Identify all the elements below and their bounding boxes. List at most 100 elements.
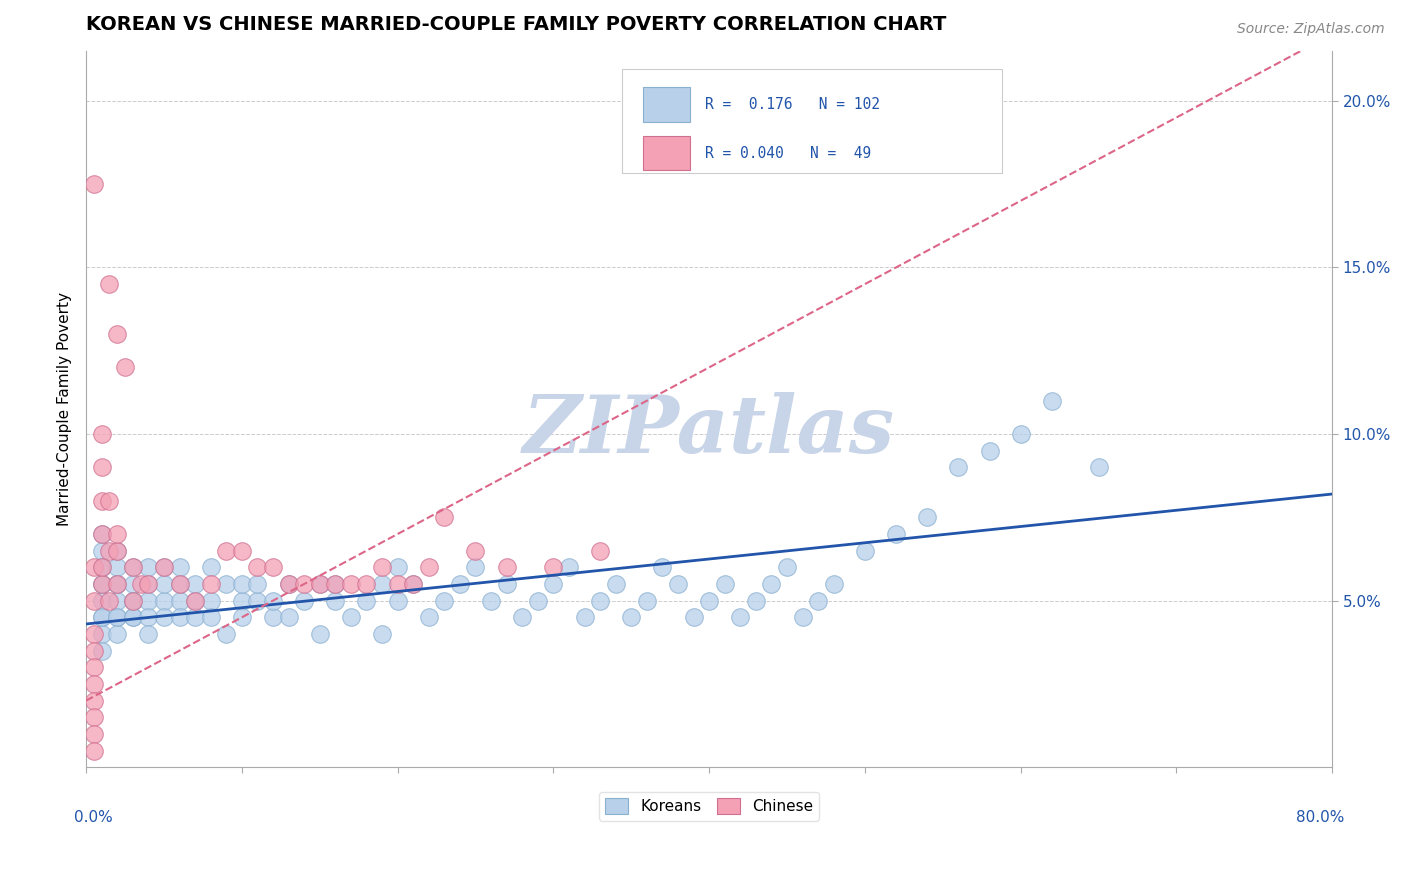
Bar [643, 87, 690, 122]
Point [83, 593, 105, 607]
Point [105, 577, 128, 591]
Point [292, 577, 315, 591]
Point [526, 593, 548, 607]
Point [246, 593, 269, 607]
Point [262, 560, 284, 574]
Point [262, 610, 284, 624]
Point [90, 610, 112, 624]
Point [277, 577, 299, 591]
Point [387, 577, 409, 591]
Point [153, 560, 176, 574]
Point [138, 610, 160, 624]
Point [90, 577, 112, 591]
Point [948, 460, 970, 475]
Point [215, 577, 238, 591]
Point [340, 577, 363, 591]
Point [121, 610, 143, 624]
Point [169, 593, 191, 607]
Point [215, 543, 238, 558]
Point [83, 177, 105, 191]
Point [558, 560, 581, 574]
Point [574, 610, 596, 624]
Point [83, 677, 105, 691]
Point [371, 627, 394, 641]
Point [246, 577, 269, 591]
Point [184, 610, 207, 624]
Point [90, 627, 112, 641]
Point [262, 593, 284, 607]
Point [138, 593, 160, 607]
Text: KOREAN VS CHINESE MARRIED-COUPLE FAMILY POVERTY CORRELATION CHART: KOREAN VS CHINESE MARRIED-COUPLE FAMILY … [86, 15, 946, 34]
Point [90, 560, 112, 574]
Point [153, 610, 176, 624]
Point [121, 577, 143, 591]
Point [98, 277, 121, 291]
Point [308, 577, 330, 591]
Point [308, 577, 330, 591]
Point [761, 577, 783, 591]
Point [807, 593, 830, 607]
Point [153, 560, 176, 574]
Point [356, 577, 378, 591]
Point [90, 543, 112, 558]
Text: ZIPatlas: ZIPatlas [523, 392, 896, 469]
Point [105, 577, 128, 591]
Point [589, 543, 612, 558]
Point [169, 560, 191, 574]
Point [121, 610, 143, 624]
Point [387, 593, 409, 607]
Point [323, 593, 346, 607]
Point [90, 577, 112, 591]
Point [713, 577, 735, 591]
Point [90, 527, 112, 541]
Point [105, 610, 128, 624]
Point [121, 560, 143, 574]
Point [83, 643, 105, 657]
Point [90, 577, 112, 591]
Point [231, 593, 253, 607]
Text: R =  0.176   N = 102: R = 0.176 N = 102 [706, 97, 880, 112]
Point [98, 493, 121, 508]
Point [636, 593, 658, 607]
Point [121, 593, 143, 607]
Point [105, 327, 128, 342]
Point [433, 510, 456, 524]
Point [129, 577, 152, 591]
Point [666, 577, 689, 591]
Point [371, 560, 394, 574]
Point [114, 360, 136, 375]
Point [138, 560, 160, 574]
Point [231, 610, 253, 624]
Point [83, 710, 105, 724]
Point [200, 593, 222, 607]
Point [90, 593, 112, 607]
Point [83, 660, 105, 674]
Point [231, 577, 253, 591]
Point [90, 643, 112, 657]
Point [105, 543, 128, 558]
Point [98, 593, 121, 607]
Point [200, 577, 222, 591]
Point [479, 593, 502, 607]
Bar [643, 136, 690, 170]
Point [510, 610, 533, 624]
Point [184, 593, 207, 607]
Point [387, 560, 409, 574]
Point [979, 443, 1001, 458]
Point [418, 610, 440, 624]
Point [90, 427, 112, 442]
Point [1040, 393, 1063, 408]
Point [853, 543, 876, 558]
Point [83, 627, 105, 641]
FancyBboxPatch shape [621, 69, 1002, 173]
Point [231, 543, 253, 558]
Point [323, 577, 346, 591]
Point [277, 577, 299, 591]
Point [83, 727, 105, 741]
Point [90, 610, 112, 624]
Point [90, 527, 112, 541]
Point [153, 593, 176, 607]
Point [745, 593, 768, 607]
Text: R = 0.040   N =  49: R = 0.040 N = 49 [706, 145, 872, 161]
Point [90, 560, 112, 574]
